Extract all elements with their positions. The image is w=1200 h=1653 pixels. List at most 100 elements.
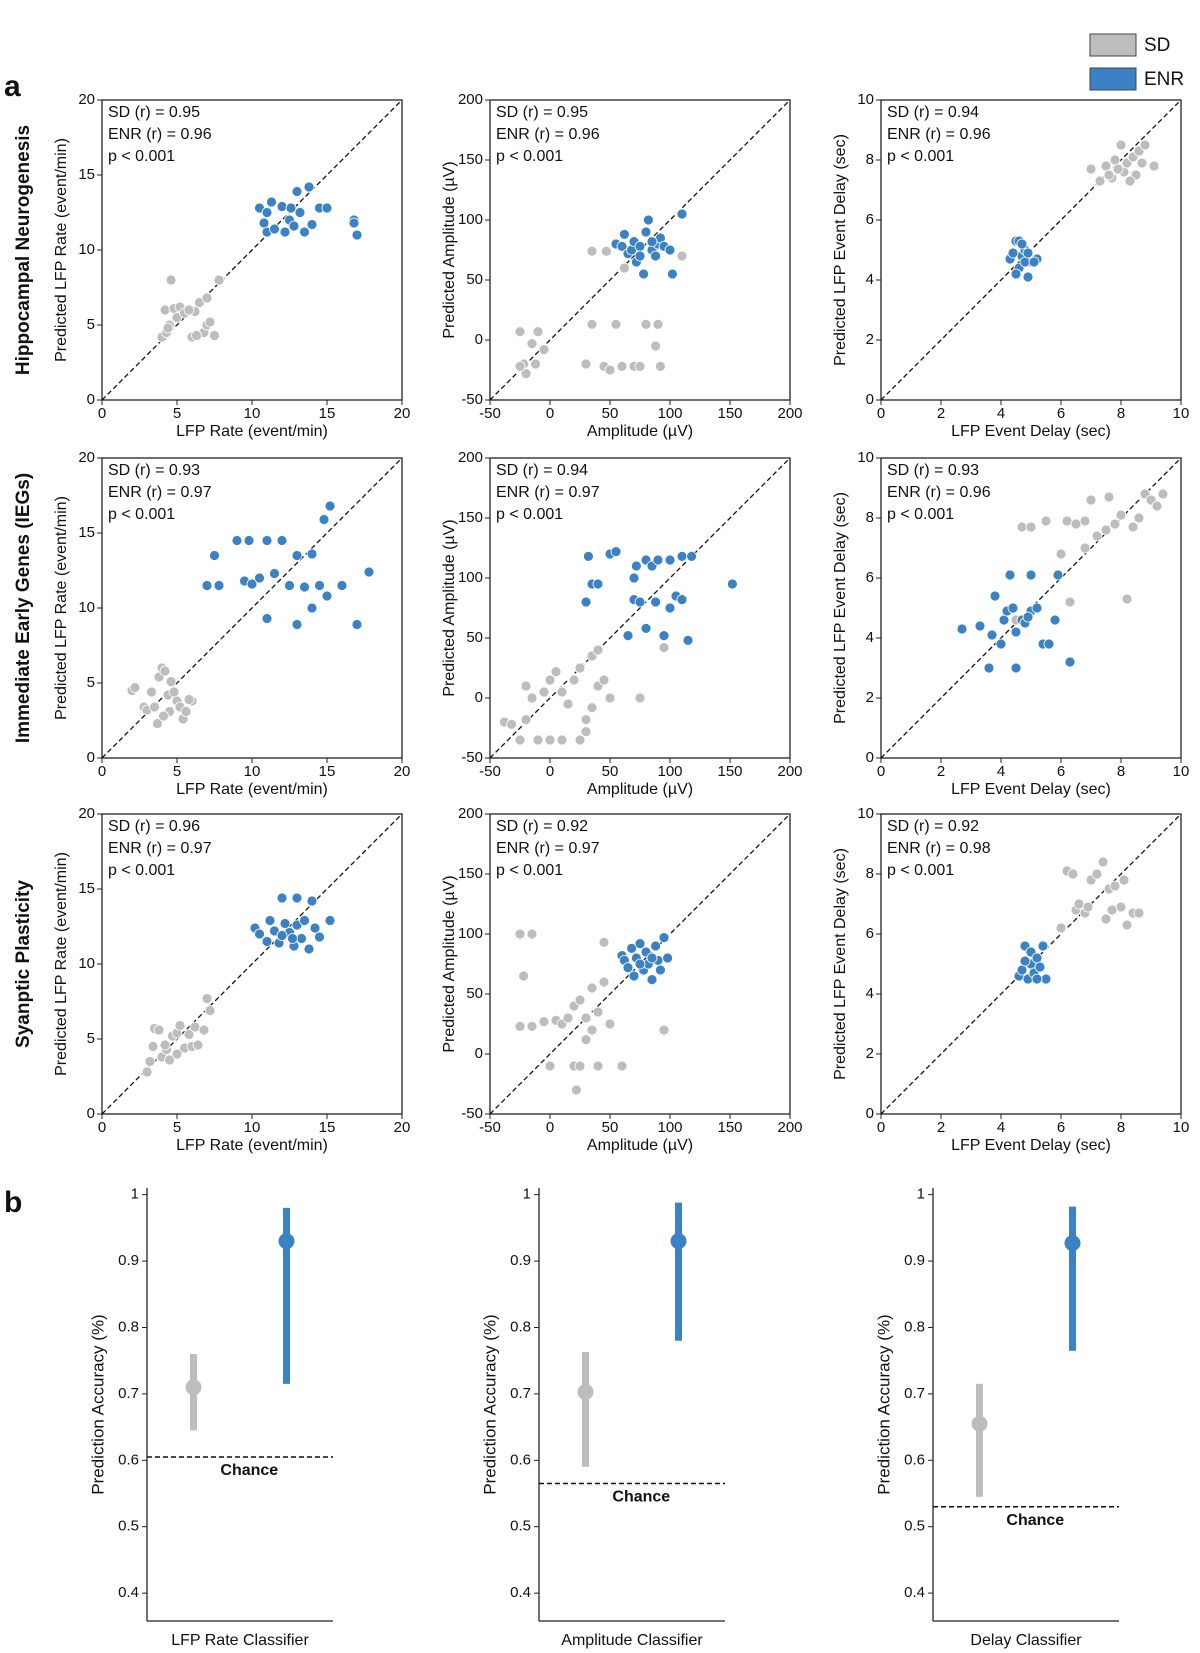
y-tick-label: 0.4 <box>118 1584 139 1601</box>
point <box>532 326 544 338</box>
y-tick-label: 20 <box>78 449 95 466</box>
x-tick-label: 0 <box>98 763 106 780</box>
plot-frame <box>489 813 791 1115</box>
point <box>646 974 658 985</box>
x-tick-label: 200 <box>777 763 802 780</box>
point <box>201 993 213 1004</box>
y-tick-label: 0.5 <box>510 1518 531 1535</box>
y-tick-label: 15 <box>78 524 95 541</box>
annotation: ENR (r) = 0.96 <box>887 484 991 501</box>
point <box>655 964 666 976</box>
point <box>144 1056 156 1067</box>
x-tick-label: 2 <box>937 1119 945 1136</box>
point <box>995 638 1007 650</box>
point <box>258 217 270 229</box>
point <box>526 338 538 350</box>
row-label: Syanptic Plasticity <box>13 880 34 1048</box>
y-tick-label: 0.6 <box>118 1451 139 1468</box>
point <box>1019 256 1031 268</box>
x-tick-label: 8 <box>1117 763 1125 780</box>
y-tick-label: 0 <box>866 749 874 766</box>
y-tick-label: 5 <box>87 674 95 691</box>
point <box>1085 163 1097 175</box>
y-tick-label: 6 <box>866 211 874 228</box>
point <box>598 976 610 988</box>
point <box>279 918 291 929</box>
point <box>1118 874 1130 886</box>
point <box>269 223 280 235</box>
point <box>264 915 276 926</box>
point <box>185 1379 202 1396</box>
y-tick-label: 6 <box>866 569 874 586</box>
y-tick-label: 20 <box>78 805 95 822</box>
annotation: SD (r) = 0.94 <box>887 104 979 121</box>
point <box>686 551 697 562</box>
point <box>1115 509 1127 521</box>
point <box>306 895 318 907</box>
point <box>550 666 562 677</box>
point <box>213 274 225 286</box>
point <box>640 226 652 238</box>
point <box>586 318 598 330</box>
y-tick-label: 150 <box>458 151 483 168</box>
x-tick-label: 0 <box>877 763 885 780</box>
point <box>514 1021 526 1032</box>
x-tick-label: 15 <box>319 763 336 780</box>
point <box>1100 913 1112 925</box>
point <box>640 623 652 634</box>
point <box>171 1048 183 1060</box>
x-tick-label: 4 <box>997 763 1005 780</box>
point <box>324 500 336 512</box>
point <box>514 734 526 746</box>
point <box>619 262 630 274</box>
y-tick-label: 50 <box>466 629 483 646</box>
y-tick-label: 6 <box>866 925 874 942</box>
point <box>1031 952 1043 964</box>
point <box>634 938 646 949</box>
point <box>580 596 592 608</box>
point <box>299 581 310 593</box>
annotation: SD (r) = 0.93 <box>108 462 200 479</box>
y-tick-label: 15 <box>78 880 95 897</box>
point <box>165 274 177 286</box>
point <box>213 580 225 591</box>
plot-frame <box>880 813 1182 1115</box>
x-tick-label: 10 <box>244 1119 261 1136</box>
x-tick-label: 100 <box>657 1119 682 1136</box>
point <box>1079 542 1091 554</box>
point <box>664 244 676 256</box>
point <box>266 196 277 208</box>
point <box>1016 964 1028 976</box>
x-axis-label: LFP Rate (event/min) <box>176 423 328 440</box>
point <box>1100 160 1112 172</box>
point <box>159 665 171 677</box>
point <box>538 686 550 698</box>
point <box>276 201 288 212</box>
x-tick-label: 50 <box>602 405 619 422</box>
legend-label: ENR <box>1144 69 1184 90</box>
point <box>291 619 303 630</box>
point <box>986 629 998 641</box>
point <box>243 535 255 546</box>
y-tick-label: 0.9 <box>118 1252 139 1269</box>
point <box>351 619 363 630</box>
point <box>306 602 318 614</box>
point <box>318 514 330 525</box>
y-tick-label: 200 <box>458 91 483 108</box>
y-tick-label: 200 <box>458 805 483 822</box>
annotation: p < 0.001 <box>496 148 563 165</box>
y-tick-label: 0.9 <box>510 1252 531 1269</box>
legend-label: SD <box>1144 35 1170 56</box>
point <box>1151 500 1163 512</box>
point <box>278 1233 295 1250</box>
point <box>336 580 348 591</box>
point <box>1061 515 1073 527</box>
x-tick-label: 150 <box>717 405 742 422</box>
x-tick-label: 2 <box>937 405 945 422</box>
point <box>670 1233 687 1250</box>
y-tick-label: 10 <box>78 599 95 616</box>
x-tick-label: 20 <box>394 763 411 780</box>
point <box>279 226 291 238</box>
y-tick-label: 0 <box>866 1105 874 1122</box>
point <box>667 268 678 280</box>
